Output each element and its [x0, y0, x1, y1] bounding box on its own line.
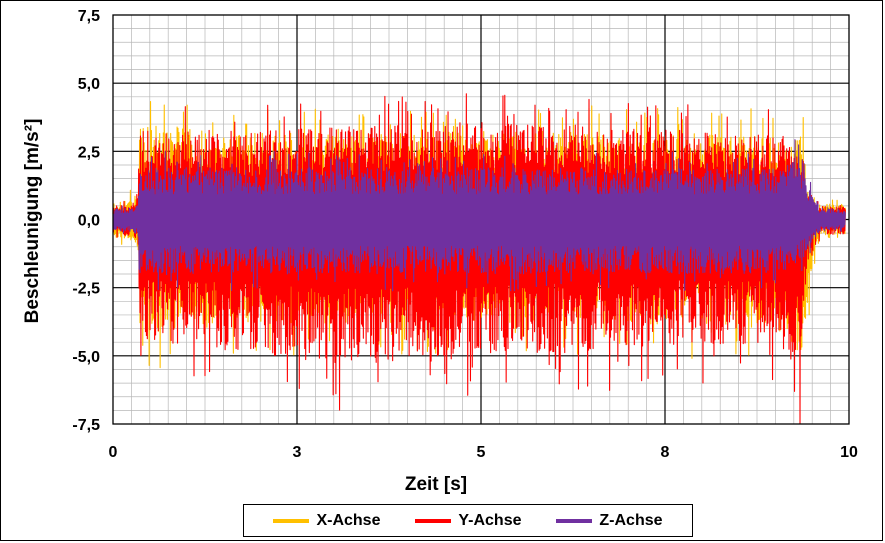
- y-tick-label: 2,5: [78, 144, 100, 161]
- y-tick-label: 7,5: [78, 8, 100, 25]
- y-tick-label: -7,5: [72, 417, 100, 434]
- x-tick-label: 10: [840, 444, 858, 461]
- legend: X-Achse Y-Achse Z-Achse: [243, 504, 693, 537]
- x-axis-title: Zeit [s]: [405, 474, 467, 495]
- x-tick-label: 8: [661, 444, 670, 461]
- legend-label-x: X-Achse: [316, 511, 381, 529]
- legend-item-z: Z-Achse: [556, 511, 663, 530]
- x-tick-label: 5: [477, 444, 486, 461]
- series-line-2: [112, 93, 846, 425]
- y-tick-label: -2,5: [72, 281, 100, 298]
- y-tick-label: 5,0: [78, 76, 100, 93]
- legend-swatch-y: [415, 518, 452, 523]
- legend-label-y: Y-Achse: [458, 511, 522, 529]
- y-tick-labels: 7,5 5,0 2,5 0,0 -2,5 -5,0 -7,5: [72, 8, 100, 434]
- y-tick-label: -5,0: [72, 349, 100, 366]
- plot-area-border: [112, 14, 850, 425]
- legend-item-x: X-Achse: [273, 512, 380, 530]
- y-axis-title: Beschleunigung [m/s²]: [22, 119, 43, 324]
- series-line-3: [112, 139, 846, 292]
- series-layer: [112, 93, 846, 425]
- legend-swatch-z: [556, 518, 593, 523]
- x-tick-label: 3: [293, 444, 302, 461]
- x-tick-label: 0: [109, 444, 118, 461]
- legend-swatch-x: [273, 518, 310, 523]
- y-tick-label: 0,0: [78, 213, 100, 230]
- legend-label-z: Z-Achse: [599, 511, 663, 529]
- legend-item-y: Y-Achse: [415, 511, 522, 530]
- x-tick-labels: 0 3 5 8 10: [109, 444, 858, 461]
